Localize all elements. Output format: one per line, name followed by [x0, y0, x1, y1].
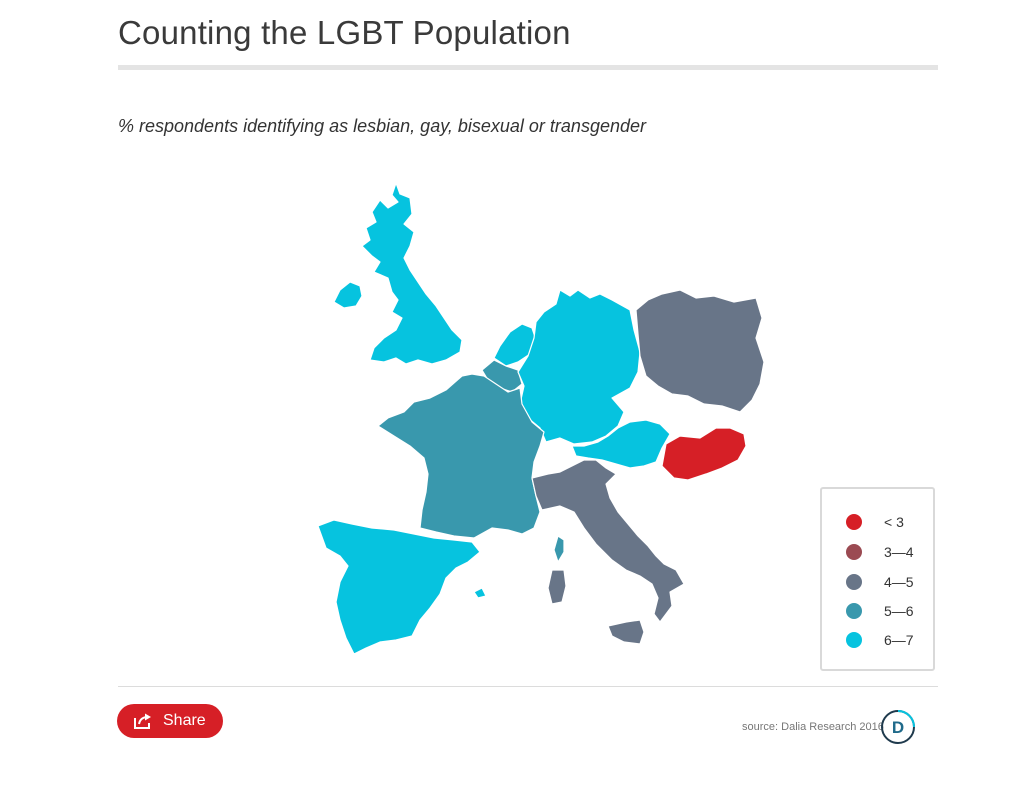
legend-item: 4—5 — [846, 572, 914, 592]
country-italy — [531, 459, 685, 623]
legend-label: 6—7 — [884, 632, 914, 648]
country-austria — [571, 419, 671, 469]
country-germany — [517, 289, 641, 445]
map-legend: < 3 3—4 4—5 5—6 6—7 — [820, 487, 935, 671]
legend-label: < 3 — [884, 514, 904, 530]
country-ireland — [333, 281, 363, 309]
legend-label: 3—4 — [884, 544, 914, 560]
legend-swatch — [846, 603, 862, 619]
logo-letter: D — [892, 718, 904, 737]
share-button-label: Share — [163, 712, 206, 729]
title-divider — [118, 65, 938, 70]
legend-item: < 3 — [846, 512, 904, 532]
legend-label: 4—5 — [884, 574, 914, 590]
country-spain — [317, 519, 481, 655]
source-credit: source: Dalia Research 2016 — [742, 721, 884, 733]
footer-divider — [118, 686, 938, 687]
country-france-corsica — [553, 535, 565, 563]
legend-item: 5—6 — [846, 601, 914, 621]
country-spain-balearics — [473, 587, 487, 599]
country-hungary — [661, 427, 747, 481]
europe-choropleth-map — [317, 182, 765, 655]
country-italy-sardinia — [547, 569, 567, 605]
legend-item: 6—7 — [846, 630, 914, 650]
legend-swatch — [846, 632, 862, 648]
share-icon — [134, 713, 151, 729]
legend-swatch — [846, 574, 862, 590]
page-title: Counting the LGBT Population — [118, 14, 571, 51]
dalia-logo[interactable]: D — [880, 709, 916, 745]
country-united-kingdom — [361, 182, 463, 365]
legend-label: 5—6 — [884, 603, 914, 619]
legend-item: 3—4 — [846, 542, 914, 562]
country-poland — [635, 289, 765, 413]
country-italy-sicily — [607, 619, 645, 645]
share-button[interactable]: Share — [117, 704, 223, 738]
legend-swatch — [846, 544, 862, 560]
map-subtitle: % respondents identifying as lesbian, ga… — [118, 116, 646, 136]
legend-swatch — [846, 514, 862, 530]
country-france — [377, 373, 545, 539]
